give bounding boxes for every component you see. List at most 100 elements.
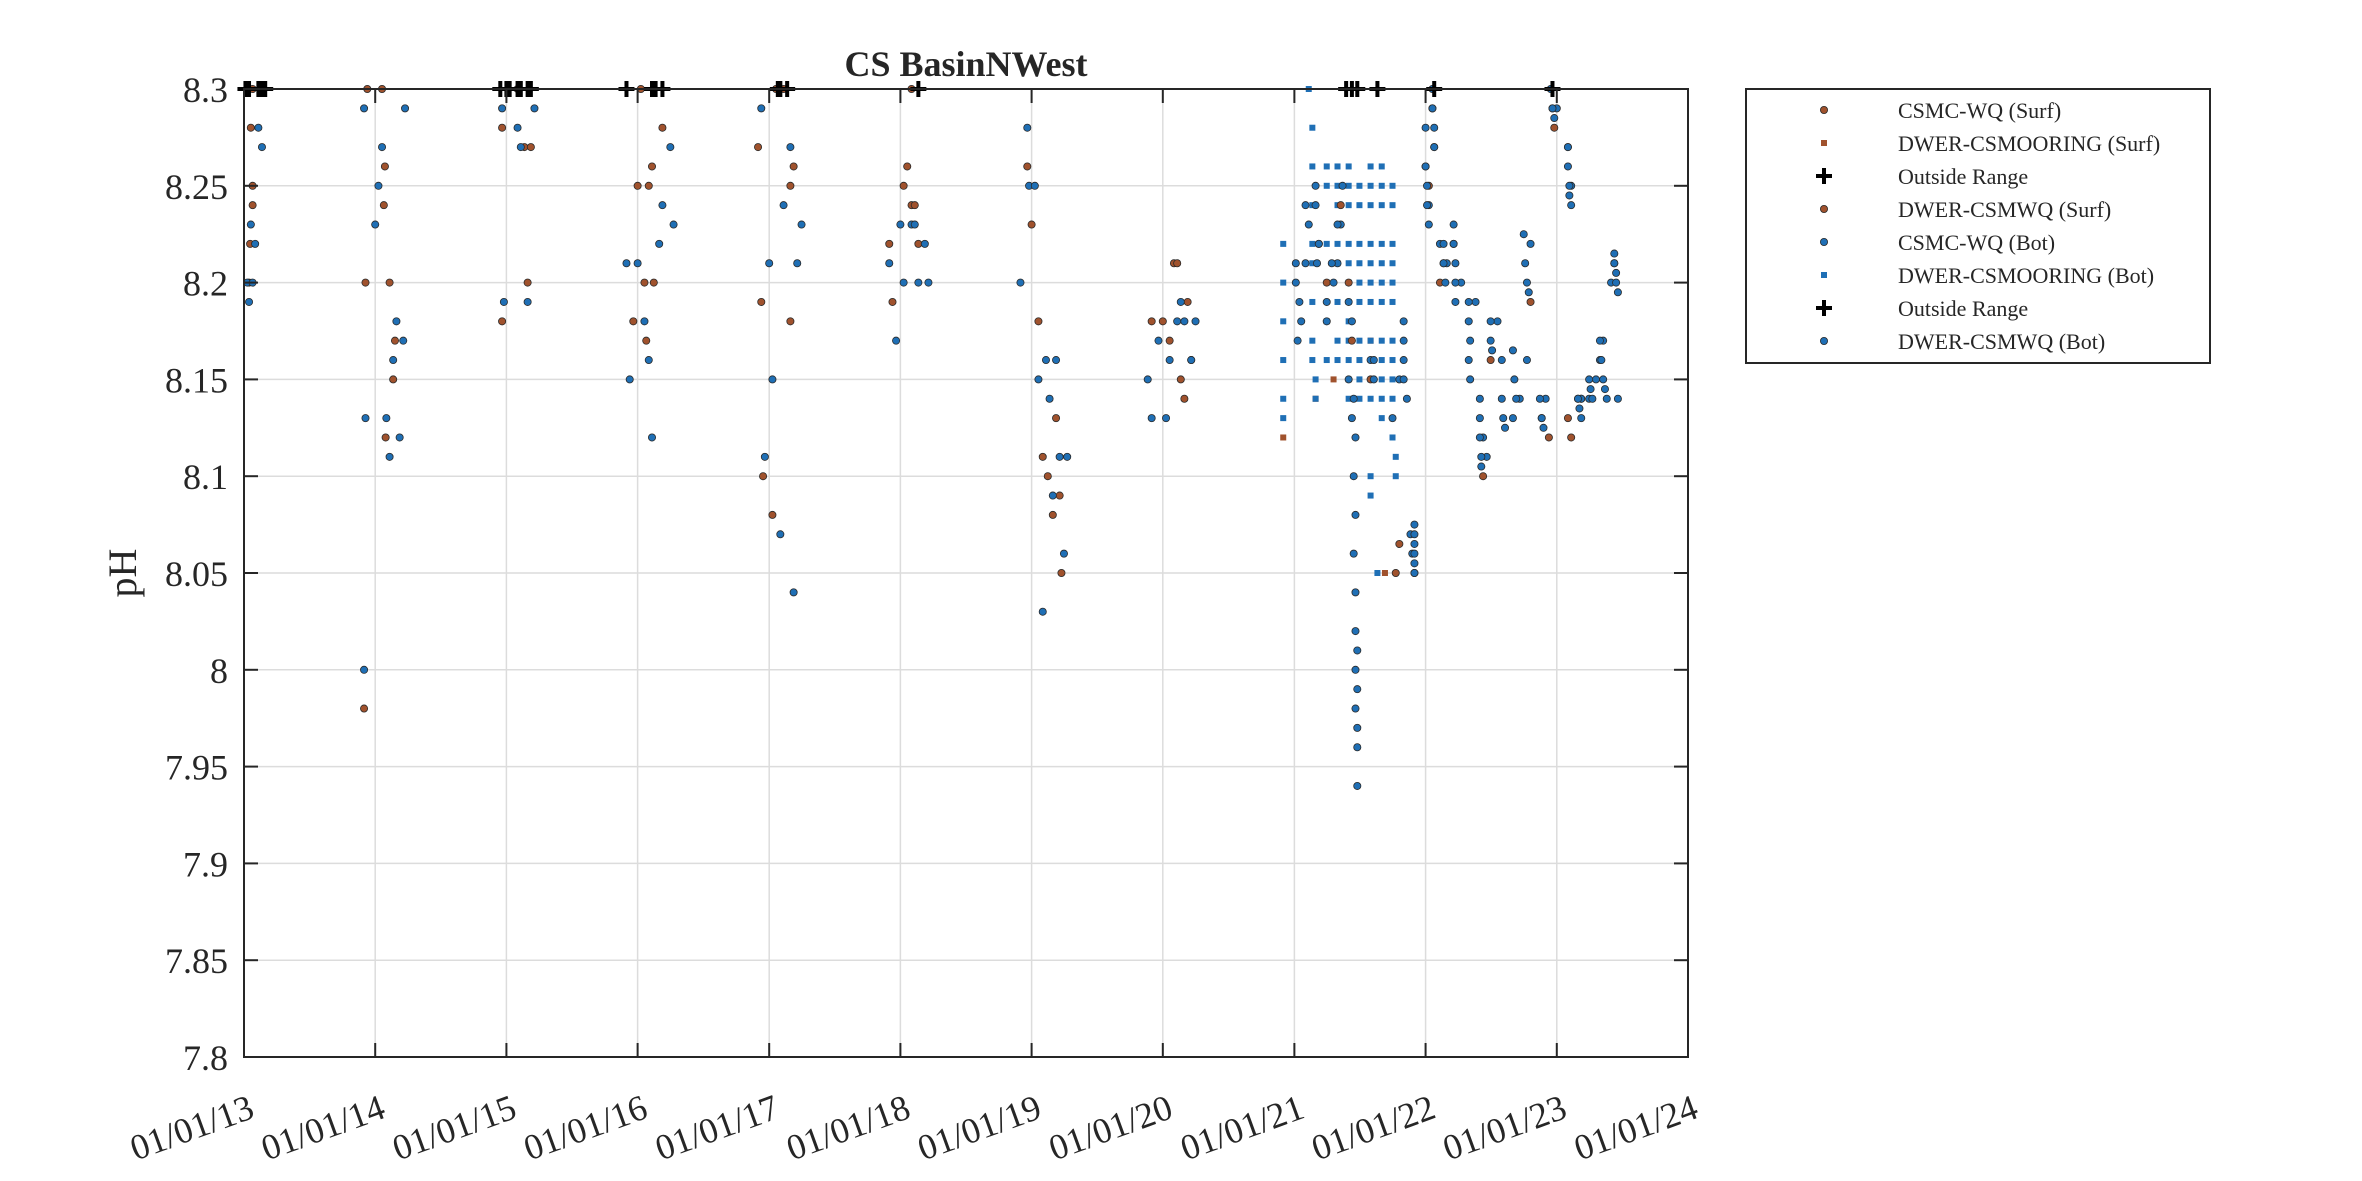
data-point <box>1154 336 1163 345</box>
data-point <box>1486 317 1495 326</box>
data-point <box>1597 356 1606 365</box>
data-point <box>1345 357 1352 364</box>
data-point <box>1600 385 1609 394</box>
data-point <box>1304 220 1313 229</box>
data-point <box>1563 162 1572 171</box>
data-point <box>1477 452 1486 461</box>
data-point <box>1430 143 1439 152</box>
data-point <box>1410 530 1419 539</box>
data-point <box>644 181 653 190</box>
data-point <box>1345 260 1352 267</box>
data-point <box>1378 182 1385 189</box>
data-point <box>1309 124 1316 131</box>
data-point <box>1356 260 1363 267</box>
data-point <box>1334 357 1341 364</box>
data-point <box>640 317 649 326</box>
data-point <box>640 278 649 287</box>
data-point <box>1038 452 1047 461</box>
data-point <box>768 510 777 519</box>
data-point <box>1165 356 1174 365</box>
data-point <box>1395 539 1404 548</box>
data-point <box>625 375 634 384</box>
data-point <box>1567 433 1576 442</box>
data-point <box>1563 414 1572 423</box>
data-point <box>1378 163 1385 170</box>
data-point <box>1333 220 1342 229</box>
legend-marker <box>1820 106 1829 115</box>
data-point <box>1314 239 1323 248</box>
data-point <box>1508 414 1517 423</box>
data-point <box>1613 394 1622 403</box>
data-point <box>1045 394 1054 403</box>
legend-label: DWER-CSMOORING (Bot) <box>1898 263 2154 288</box>
data-point <box>360 665 369 674</box>
data-point <box>1399 336 1408 345</box>
data-point <box>1378 240 1385 247</box>
data-point <box>1280 434 1287 441</box>
data-point <box>251 239 260 248</box>
data-point <box>1477 462 1486 471</box>
data-point <box>1322 297 1331 306</box>
legend-marker <box>1821 140 1827 146</box>
data-point <box>1347 336 1356 345</box>
y-tick-label: 8 <box>210 651 228 691</box>
data-point <box>1486 356 1495 365</box>
data-point <box>1327 259 1336 268</box>
data-point <box>1322 317 1331 326</box>
data-point <box>1191 317 1200 326</box>
data-point <box>1595 336 1604 345</box>
data-point <box>1344 375 1353 384</box>
data-point <box>1330 376 1337 383</box>
data-point <box>1309 260 1316 267</box>
data-point <box>379 201 388 210</box>
data-point <box>1322 278 1331 287</box>
data-point <box>1389 357 1396 364</box>
data-point <box>1323 182 1330 189</box>
data-point <box>760 452 769 461</box>
data-point <box>399 336 408 345</box>
data-point <box>910 220 919 229</box>
data-point <box>776 530 785 539</box>
data-point <box>1351 588 1360 597</box>
data-point <box>1280 395 1287 402</box>
data-point <box>910 201 919 210</box>
data-point <box>526 143 535 152</box>
data-point <box>669 220 678 229</box>
data-point <box>1016 278 1025 287</box>
data-point <box>1147 317 1156 326</box>
data-point <box>757 297 766 306</box>
data-point <box>1349 549 1358 558</box>
data-point <box>246 220 255 229</box>
data-point <box>401 104 410 113</box>
data-point <box>1388 414 1397 423</box>
data-point <box>361 278 370 287</box>
data-point <box>1034 317 1043 326</box>
data-point <box>1367 492 1374 499</box>
data-point <box>1183 297 1192 306</box>
data-point <box>655 239 664 248</box>
data-point <box>1347 317 1356 326</box>
data-point <box>1311 181 1320 190</box>
data-point <box>1524 288 1533 297</box>
data-point <box>768 375 777 384</box>
data-point <box>1280 357 1287 364</box>
data-point <box>1173 317 1182 326</box>
data-point <box>1367 473 1374 480</box>
data-point <box>1464 297 1473 306</box>
data-point <box>1176 375 1185 384</box>
data-point <box>899 278 908 287</box>
data-point <box>1356 182 1363 189</box>
data-point <box>523 278 532 287</box>
data-point <box>1043 472 1052 481</box>
data-point <box>1280 415 1287 422</box>
data-point <box>385 278 394 287</box>
data-point <box>513 123 522 132</box>
data-point <box>1439 259 1448 268</box>
data-points <box>237 81 1622 790</box>
data-point <box>1471 297 1480 306</box>
data-point <box>899 181 908 190</box>
data-point <box>920 239 929 248</box>
data-point <box>633 181 642 190</box>
data-point <box>1493 317 1502 326</box>
series-7 <box>1291 85 1622 732</box>
